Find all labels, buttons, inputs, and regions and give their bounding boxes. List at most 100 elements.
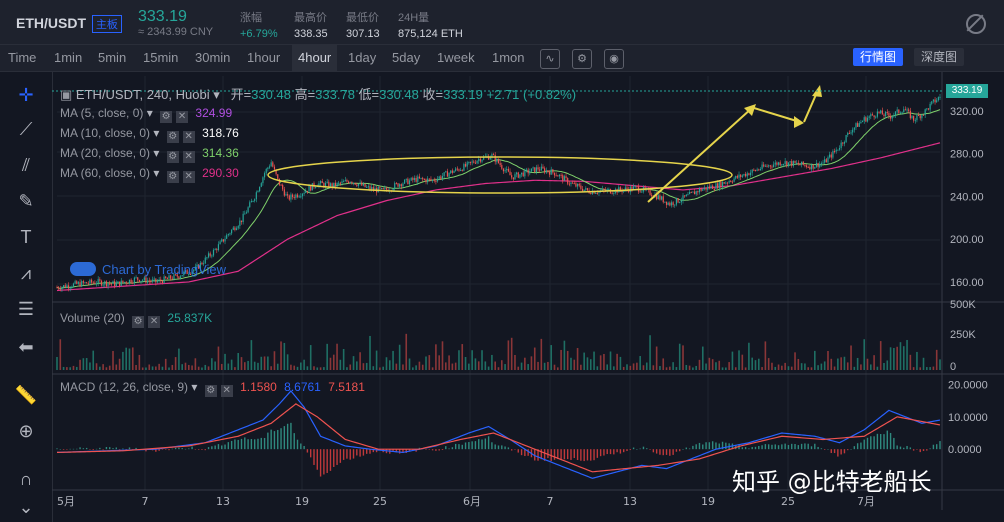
close-icon[interactable]: ✕ — [182, 131, 195, 143]
candle-body — [109, 283, 111, 285]
stat-value: +6.79% — [240, 28, 278, 40]
candle-body — [534, 167, 536, 173]
candle-body — [250, 201, 252, 203]
candle-body — [898, 109, 900, 113]
hide-icon[interactable] — [966, 14, 986, 34]
settings-icon[interactable]: ⚙ — [132, 316, 145, 328]
candle-body — [301, 193, 304, 197]
price-cny: ≈ 2343.99 CNY — [138, 26, 214, 38]
volume-bar — [642, 365, 645, 370]
view-depth-button[interactable]: 深度图 — [914, 48, 965, 66]
macd-hist-bar — [135, 447, 137, 450]
crosshair-icon[interactable]: ✛ — [18, 85, 34, 105]
candle-body — [402, 183, 404, 187]
candle-body — [649, 189, 651, 195]
close-icon[interactable]: ✕ — [182, 151, 195, 163]
settings-icon[interactable]: ⚙ — [160, 111, 173, 123]
volume-bar — [362, 363, 365, 370]
candle-body — [789, 161, 791, 163]
interval-1hour[interactable]: 1hour — [247, 50, 281, 65]
text-icon[interactable]: T — [20, 227, 32, 247]
candle-body — [148, 280, 150, 282]
volume-bars — [56, 333, 941, 370]
volume-bar — [438, 355, 440, 370]
collapse-icon[interactable]: ⌄ — [18, 497, 34, 517]
macd-hist-bar — [244, 437, 246, 450]
stat-change: 涨幅 +6.79% — [240, 9, 278, 40]
volume-bar — [520, 362, 523, 370]
volume-bar — [421, 364, 424, 370]
volume-bar — [405, 333, 408, 370]
ruler-icon[interactable]: 📏 — [14, 385, 38, 405]
candle-body — [903, 109, 905, 113]
candle-body — [878, 111, 880, 113]
interval-5day[interactable]: 5day — [392, 50, 421, 65]
macd-hist-bar — [333, 449, 335, 467]
back-arrow-icon[interactable]: ⬅ — [18, 337, 34, 357]
candle-body — [384, 188, 386, 190]
fib-icon[interactable]: ☰ — [17, 299, 35, 319]
volume-bar — [385, 357, 388, 370]
candle-body — [507, 168, 509, 172]
close-icon[interactable]: ✕ — [220, 385, 233, 397]
pair-selector[interactable]: ETH/USDT 主板 — [16, 15, 122, 33]
macd-hist-bar — [715, 442, 717, 450]
candle-body — [901, 112, 903, 114]
brush-icon[interactable]: ✎ — [18, 191, 34, 211]
ohlc-legend: ▣ ETH/USDT, 240, Huobi ▾ 开=330.48 高=333.… — [60, 87, 577, 102]
settings-icon[interactable]: ⚙ — [572, 49, 592, 69]
settings-icon[interactable]: ⚙ — [204, 385, 217, 397]
volume-bar — [234, 367, 236, 370]
interval-5min[interactable]: 5min — [98, 50, 127, 65]
macd-hist-bar — [520, 449, 523, 456]
interval-1week[interactable]: 1week — [437, 50, 475, 65]
interval-30min[interactable]: 30min — [195, 50, 231, 65]
candle-body — [801, 161, 803, 165]
candle-body — [221, 239, 223, 242]
macd-hist-bar — [916, 449, 918, 450]
interval-15min[interactable]: 15min — [143, 50, 179, 65]
settings-icon[interactable]: ⚙ — [166, 171, 179, 183]
interval-time[interactable]: Time — [8, 50, 37, 65]
macd-hist-bar — [428, 449, 431, 450]
close-icon[interactable]: ✕ — [148, 316, 161, 328]
close-icon[interactable]: ✕ — [176, 111, 189, 123]
chart-type-icon[interactable]: ∿ — [540, 49, 560, 69]
candle-body — [496, 158, 498, 162]
macd-hist-bar — [296, 439, 299, 450]
volume-bar — [922, 357, 925, 370]
tradingview-watermark[interactable]: Chart by TradingView — [70, 262, 226, 277]
close-icon[interactable]: ✕ — [182, 171, 195, 183]
volume-bar — [790, 366, 793, 370]
ma-value: 324.99 — [195, 106, 233, 120]
interval-4hour[interactable]: 4hour — [292, 45, 338, 71]
macd-hist-bar — [758, 445, 760, 450]
pitchfork-icon[interactable]: ⫽ — [21, 155, 31, 175]
pattern-icon[interactable]: ⩘ — [20, 263, 32, 283]
magnet-icon[interactable]: ∩ — [19, 469, 33, 489]
volume-bar — [336, 343, 338, 370]
screenshot-icon[interactable]: ◉ — [604, 49, 624, 69]
macd-hist-bar — [102, 449, 104, 450]
volume-bar — [823, 361, 826, 370]
collapse-toggle-icon[interactable]: ▣ — [60, 87, 73, 102]
candle-body — [133, 277, 136, 283]
macd-hist-bar — [484, 438, 487, 450]
candle-body — [441, 175, 444, 179]
candle-body — [478, 158, 480, 161]
candle-body — [575, 183, 577, 187]
candle-body — [875, 116, 877, 118]
interval-1day[interactable]: 1day — [348, 50, 377, 65]
settings-icon[interactable]: ⚙ — [166, 131, 179, 143]
macd-hist-bar — [253, 439, 256, 450]
settings-icon[interactable]: ⚙ — [166, 151, 179, 163]
interval-1min[interactable]: 1min — [54, 50, 83, 65]
trendline-icon[interactable]: ⟋ — [19, 119, 33, 139]
candle-body — [799, 164, 801, 166]
view-chart-button[interactable]: 行情图 — [853, 48, 904, 66]
zoom-icon[interactable]: ⊕ — [18, 421, 34, 441]
interval-1mon[interactable]: 1mon — [492, 50, 525, 65]
macd-hist-bar — [471, 441, 473, 450]
volume-bar — [856, 357, 859, 370]
